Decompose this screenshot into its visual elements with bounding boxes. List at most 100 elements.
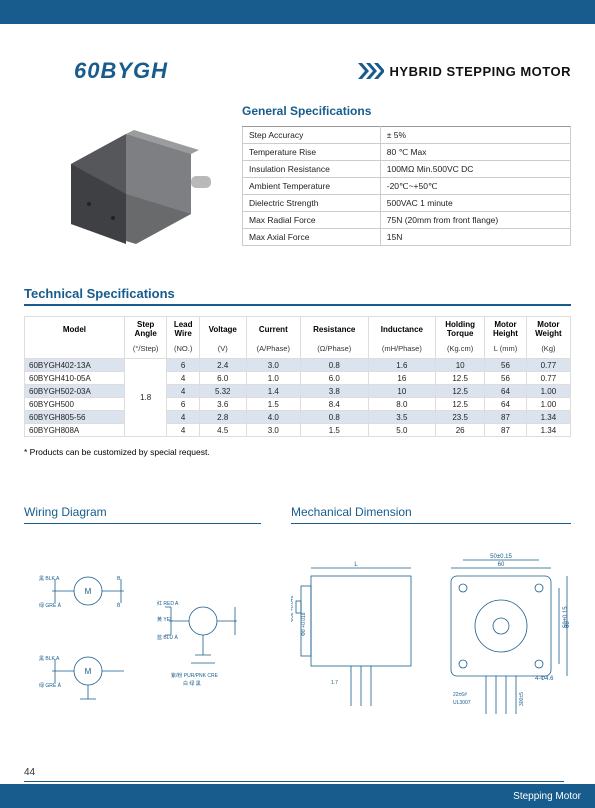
ts-cell: 3.6: [199, 398, 246, 411]
ts-cell: 2.4: [199, 359, 246, 372]
svg-text:4-Φ4.6: 4-Φ4.6: [535, 676, 554, 682]
ts-step-angle: 1.8: [124, 359, 167, 437]
ts-row: 60BYGH805-5642.84.00.83.523.5871.34: [25, 411, 571, 424]
ts-cell: 6.0: [300, 372, 368, 385]
gs-key: Step Accuracy: [243, 127, 381, 144]
ts-cell: 4: [167, 411, 199, 424]
ts-model: 60BYGH402-13A: [25, 359, 125, 372]
ts-cell: 12.5: [436, 372, 485, 385]
ts-cell: 4: [167, 424, 199, 437]
gs-val: 15N: [380, 229, 570, 246]
ts-col: HoldingTorque: [436, 317, 485, 342]
ts-cell: 23.5: [436, 411, 485, 424]
ts-cell: 1.5: [300, 424, 368, 437]
ts-cell: 16: [368, 372, 436, 385]
ts-unit: (Kg): [526, 341, 570, 359]
ts-unit: (A/Phase): [246, 341, 300, 359]
ts-cell: 6.0: [199, 372, 246, 385]
subtitle-text: HYBRID STEPPING MOTOR: [390, 64, 571, 79]
ts-cell: 8.0: [368, 398, 436, 411]
subtitle-block: HYBRID STEPPING MOTOR: [358, 63, 571, 79]
ts-cell: 1.34: [526, 411, 570, 424]
upper-row: General Specifications Step Accuracy± 5%…: [24, 104, 571, 264]
ts-cell: 56: [485, 372, 527, 385]
ts-cell: 0.77: [526, 372, 570, 385]
ts-cell: 4: [167, 385, 199, 398]
ts-cell: 3.5: [368, 411, 436, 424]
wiring-col: Wiring Diagram M 黑 BLK A 绿 GRE Ā B B̄: [24, 505, 261, 726]
gs-val: -20℃~+50℃: [380, 178, 570, 195]
ts-cell: 5.32: [199, 385, 246, 398]
header-row: 60BYGH HYBRID STEPPING MOTOR: [24, 58, 571, 84]
ts-col: Resistance: [300, 317, 368, 342]
svg-text:红 RED A: 红 RED A: [157, 600, 179, 607]
svg-text:1.7: 1.7: [331, 680, 338, 686]
ts-rule: [24, 304, 571, 306]
ts-cell: 6: [167, 398, 199, 411]
ts-col: Model: [25, 317, 125, 342]
svg-text:L: L: [354, 562, 358, 568]
svg-text:300±5: 300±5: [519, 692, 525, 706]
ts-row: 60BYGH50063.61.58.48.012.5641.00: [25, 398, 571, 411]
gs-row: Temperature Rise80 ℃ Max: [243, 144, 571, 161]
gs-key: Temperature Rise: [243, 144, 381, 161]
svg-text:绿 GRE Ā: 绿 GRE Ā: [39, 602, 62, 609]
gs-heading: General Specifications: [242, 104, 571, 118]
gs-val: 500VAC 1 minute: [380, 195, 570, 212]
ts-cell: 64: [485, 398, 527, 411]
page-content: 60BYGH HYBRID STEPPING MOTOR: [0, 24, 595, 766]
diagrams-row: Wiring Diagram M 黑 BLK A 绿 GRE Ā B B̄: [24, 505, 571, 726]
ts-cell: 87: [485, 424, 527, 437]
ts-cell: 3.0: [246, 424, 300, 437]
ts-unit: [25, 341, 125, 359]
gs-key: Max Axial Force: [243, 229, 381, 246]
svg-text:UL3007: UL3007: [453, 700, 471, 706]
ts-cell: 6: [167, 359, 199, 372]
svg-text:50±0.15: 50±0.15: [490, 554, 512, 560]
general-spec-table: Step Accuracy± 5%Temperature Rise80 ℃ Ma…: [242, 126, 571, 246]
mech-diagram: L 1.7 Φ36 +0.046 Φ8 +0.018 60 50±0.1: [291, 546, 571, 726]
ts-cell: 12.5: [436, 398, 485, 411]
ts-cell: 0.8: [300, 359, 368, 372]
ts-unit: (mH/Phase): [368, 341, 436, 359]
ts-col: Voltage: [199, 317, 246, 342]
gs-row: Max Axial Force15N: [243, 229, 571, 246]
footer-rule: [24, 781, 564, 782]
ts-cell: 3.0: [246, 359, 300, 372]
gs-row: Step Accuracy± 5%: [243, 127, 571, 144]
gs-row: Insulation Resistance100MΩ Min.500VC DC: [243, 161, 571, 178]
ts-cell: 0.77: [526, 359, 570, 372]
svg-text:白 绿 黑: 白 绿 黑: [183, 680, 201, 687]
wiring-diagram: M 黑 BLK A 绿 GRE Ā B B̄ M 黑 BLK A: [24, 546, 261, 726]
ts-cell: 10: [368, 385, 436, 398]
tech-spec-section: Technical Specifications ModelStepAngleL…: [24, 286, 571, 457]
ts-cell: 4: [167, 372, 199, 385]
ts-cell: 8.4: [300, 398, 368, 411]
svg-text:Φ36 +0.046: Φ36 +0.046: [291, 595, 295, 622]
svg-text:黑 BLK A: 黑 BLK A: [39, 656, 60, 662]
gs-val: ± 5%: [380, 127, 570, 144]
gs-row: Max Radial Force75N (20mm from front fla…: [243, 212, 571, 229]
ts-cell: 3.8: [300, 385, 368, 398]
ts-cell: 5.0: [368, 424, 436, 437]
wiring-heading: Wiring Diagram: [24, 505, 261, 519]
ts-cell: 26: [436, 424, 485, 437]
ts-cell: 1.6: [368, 359, 436, 372]
mech-col: Mechanical Dimension L 1.7 Φ36 +0.046 Φ8: [291, 505, 571, 726]
ts-cell: 10: [436, 359, 485, 372]
ts-heading: Technical Specifications: [24, 286, 571, 301]
ts-model: 60BYGH805-56: [25, 411, 125, 424]
ts-cell: 4.0: [246, 411, 300, 424]
ts-col: StepAngle: [124, 317, 167, 342]
gs-key: Max Radial Force: [243, 212, 381, 229]
ts-row: 60BYGH402-13A1.862.43.00.81.610560.77: [25, 359, 571, 372]
bottom-bar: Stepping Motor: [0, 784, 595, 808]
gs-row: Ambient Temperature-20℃~+50℃: [243, 178, 571, 195]
ts-model: 60BYGH808A: [25, 424, 125, 437]
ts-cell: 1.00: [526, 385, 570, 398]
ts-unit: (Ω/Phase): [300, 341, 368, 359]
motor-image: [24, 104, 224, 264]
svg-text:60: 60: [565, 621, 571, 628]
ts-unit: (NO.): [167, 341, 199, 359]
ts-cell: 2.8: [199, 411, 246, 424]
